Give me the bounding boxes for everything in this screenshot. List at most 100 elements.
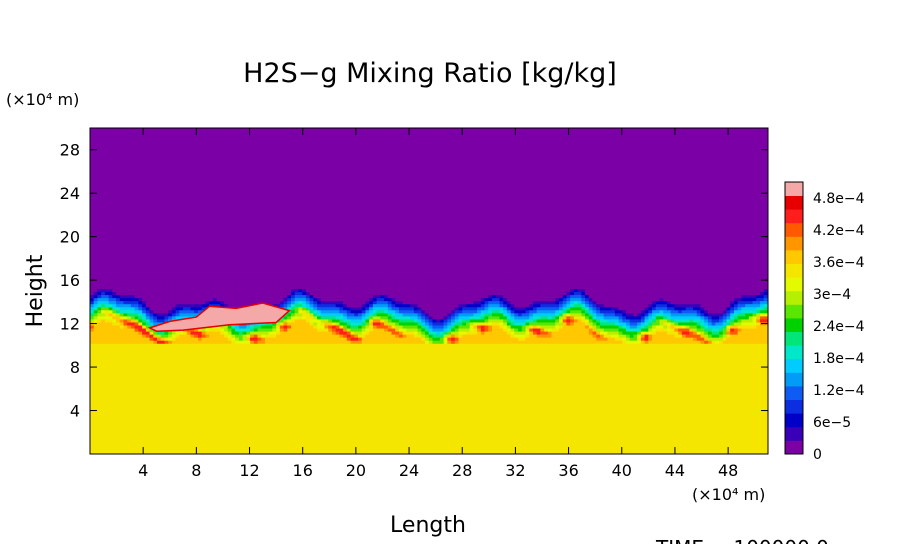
heatmap-cell [648,312,653,317]
heatmap-cell [171,312,177,317]
heatmap-cell [104,288,110,293]
heatmap-cell [469,276,474,280]
heatmap-cell [760,297,765,302]
heatmap-cell [562,340,568,344]
heatmap-cell [417,318,422,323]
heatmap-cell [361,276,367,280]
heatmap-cell [707,330,713,335]
heatmap-cell [707,279,713,283]
heatmap-cell [674,303,679,308]
heatmap-cell [324,303,329,308]
heatmap-cell [670,327,676,332]
heatmap-cell [175,315,180,320]
heatmap-cell [763,288,768,293]
heatmap-cell [410,337,415,341]
heatmap-cell [428,294,434,299]
heatmap-cell [447,306,452,311]
heatmap-cell [313,303,318,308]
heatmap-cell [629,282,635,286]
heatmap-cell [346,312,352,317]
heatmap-cell [116,312,121,317]
heatmap-cell [722,312,728,317]
heatmap-cell [663,309,668,314]
heatmap-cell [313,294,318,299]
heatmap-cell [655,334,661,338]
heatmap-cell [291,297,296,302]
heatmap-cell [398,285,404,289]
heatmap-cell [354,279,359,283]
heatmap-cell [700,330,705,335]
heatmap-cell [421,330,426,335]
heatmap-cell [469,279,474,283]
heatmap-cell [704,291,709,296]
heatmap-cell [648,327,653,332]
heatmap-cell [573,303,579,308]
heatmap-cell [551,309,556,314]
heatmap-cell [201,303,206,308]
heatmap-cell [413,315,419,320]
heatmap-cell [220,282,225,286]
heatmap-cell [722,334,728,338]
heatmap-cell [179,312,184,317]
heatmap-cell [477,276,482,280]
heatmap-cell [305,276,311,280]
heatmap-cell [637,340,642,344]
heatmap-cell [707,294,713,299]
heatmap-cell [354,285,359,289]
heatmap-cell [372,315,378,320]
heatmap-cell [305,285,311,289]
heatmap-cell [279,279,285,283]
heatmap-cell [138,300,143,305]
heatmap-cell [264,279,270,283]
heatmap-cell [640,279,646,283]
heatmap-cell [261,324,266,329]
heatmap-cell [272,334,277,338]
heatmap-cell [387,303,393,308]
heatmap-cell [101,334,106,338]
heatmap-cell [756,309,761,314]
heatmap-cell [447,303,452,308]
heatmap-cell [246,300,251,305]
heatmap-cell [566,340,571,344]
heatmap-cell [700,300,705,305]
heatmap-cell [194,294,199,299]
heatmap-cell [622,321,627,326]
heatmap-cell [730,291,735,296]
heatmap-cell [97,330,102,335]
heatmap-cell [305,300,311,305]
heatmap-cell [637,279,642,283]
heatmap-cell [599,337,605,341]
heatmap-cell [104,312,110,317]
heatmap-cell [428,306,434,311]
heatmap-cell [410,276,415,280]
heatmap-cell [544,288,549,293]
heatmap-cell [164,306,169,311]
heatmap-cell [674,337,679,341]
heatmap-cell [302,334,307,338]
heatmap-cell [633,300,638,305]
heatmap-cell [652,306,657,311]
heatmap-cell [331,276,337,280]
heatmap-cell [622,276,627,280]
heatmap-cell [343,285,348,289]
heatmap-cell [320,279,326,283]
heatmap-cell [168,285,173,289]
heatmap-cell [372,291,378,296]
heatmap-cell [473,282,478,286]
heatmap-cell [253,294,259,299]
heatmap-cell [238,324,244,329]
heatmap-cell [93,312,99,317]
heatmap-cell [276,340,281,344]
heatmap-cell [532,288,538,293]
heatmap-cell [439,285,445,289]
heatmap-cell [231,297,236,302]
heatmap-cell [395,300,400,305]
heatmap-cell [276,288,281,293]
colorbar-swatch [785,222,803,237]
heatmap-cell [707,303,713,308]
heatmap-cell [246,291,251,296]
heatmap-cell [104,315,110,320]
heatmap-cell [652,315,657,320]
heatmap-cell [477,294,482,299]
heatmap-cell [637,309,642,314]
